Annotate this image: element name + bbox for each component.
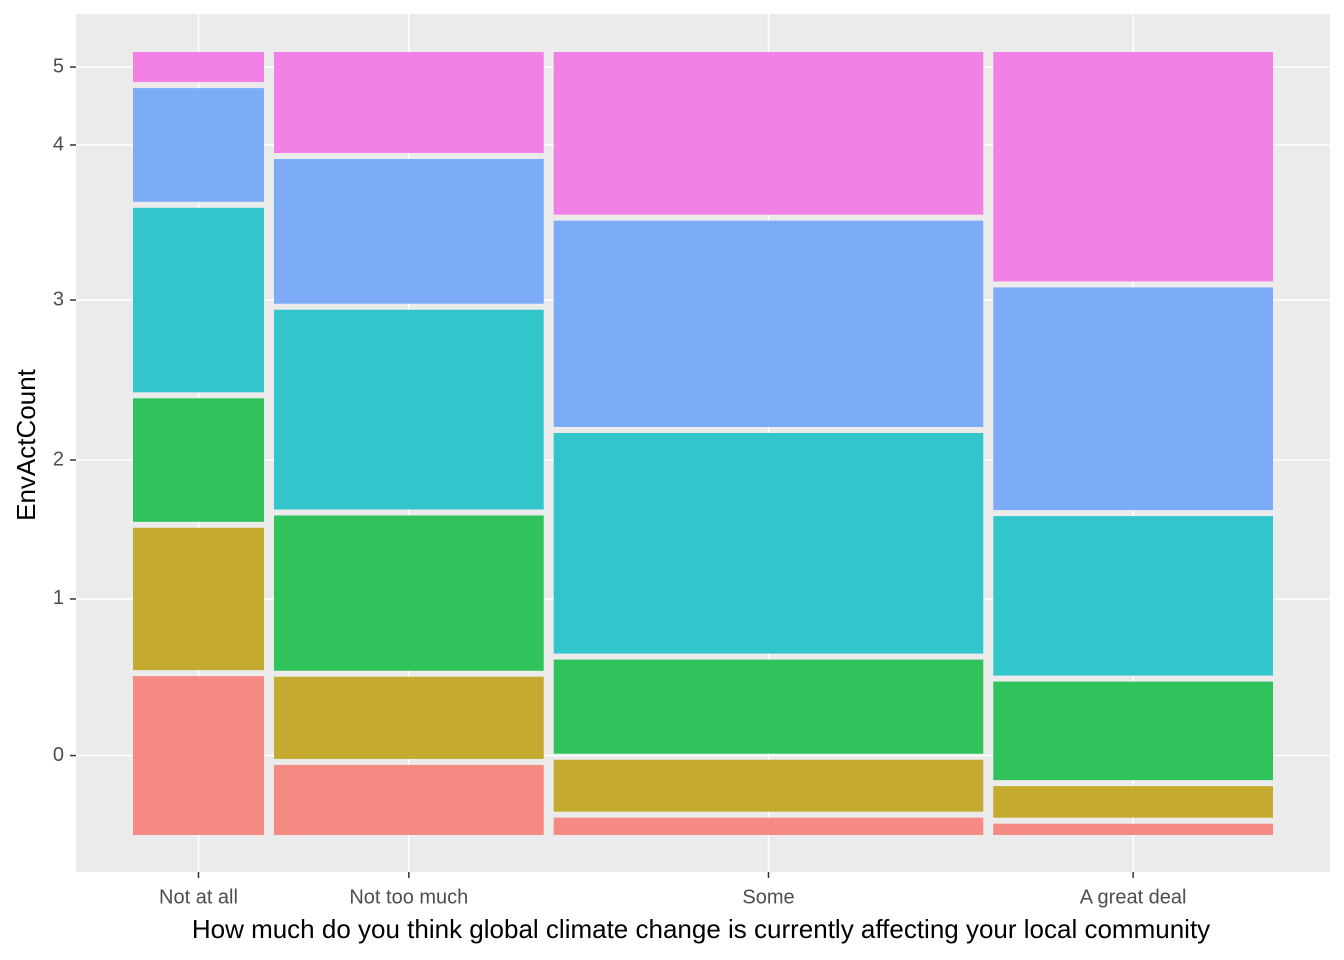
mosaic-cell (553, 759, 984, 812)
mosaic-cell (273, 515, 544, 671)
y-axis-title: EnvActCount (11, 368, 41, 521)
mosaic-cell (273, 764, 544, 835)
x-tick-label: Some (742, 886, 794, 908)
mosaic-cell (993, 287, 1273, 511)
mosaic-cell (993, 823, 1273, 835)
mosaic-cell (133, 527, 264, 671)
x-tick-label: A great deal (1080, 886, 1187, 908)
mosaic-cell (553, 52, 984, 215)
y-tick-label: 1 (53, 587, 64, 609)
mosaic-cell (273, 52, 544, 154)
mosaic-cell (993, 52, 1273, 282)
mosaic-cell (133, 398, 264, 522)
mosaic-cell (273, 309, 544, 510)
mosaic-cell (553, 659, 984, 754)
x-tick-label: Not too much (349, 886, 468, 908)
y-tick-label: 4 (53, 133, 64, 155)
mosaic-cell (553, 220, 984, 427)
mosaic-cell (273, 676, 544, 759)
y-tick-label: 2 (53, 448, 64, 470)
mosaic-cell (553, 432, 984, 654)
y-tick-label: 3 (53, 288, 64, 310)
x-tick-label: Not at all (159, 886, 238, 908)
x-axis-title: How much do you think global climate cha… (192, 914, 1210, 944)
mosaic-cell (993, 681, 1273, 781)
mosaic-cell (133, 52, 264, 83)
mosaic-cell (993, 516, 1273, 676)
mosaic-cell (133, 88, 264, 202)
mosaic-cell (273, 159, 544, 304)
y-tick-label: 0 (53, 744, 64, 766)
mosaic-cell (993, 786, 1273, 818)
mosaic-cell (133, 676, 264, 835)
mosaic-cell (133, 207, 264, 393)
mosaic-cell (553, 817, 984, 835)
y-tick-label: 5 (53, 55, 64, 77)
